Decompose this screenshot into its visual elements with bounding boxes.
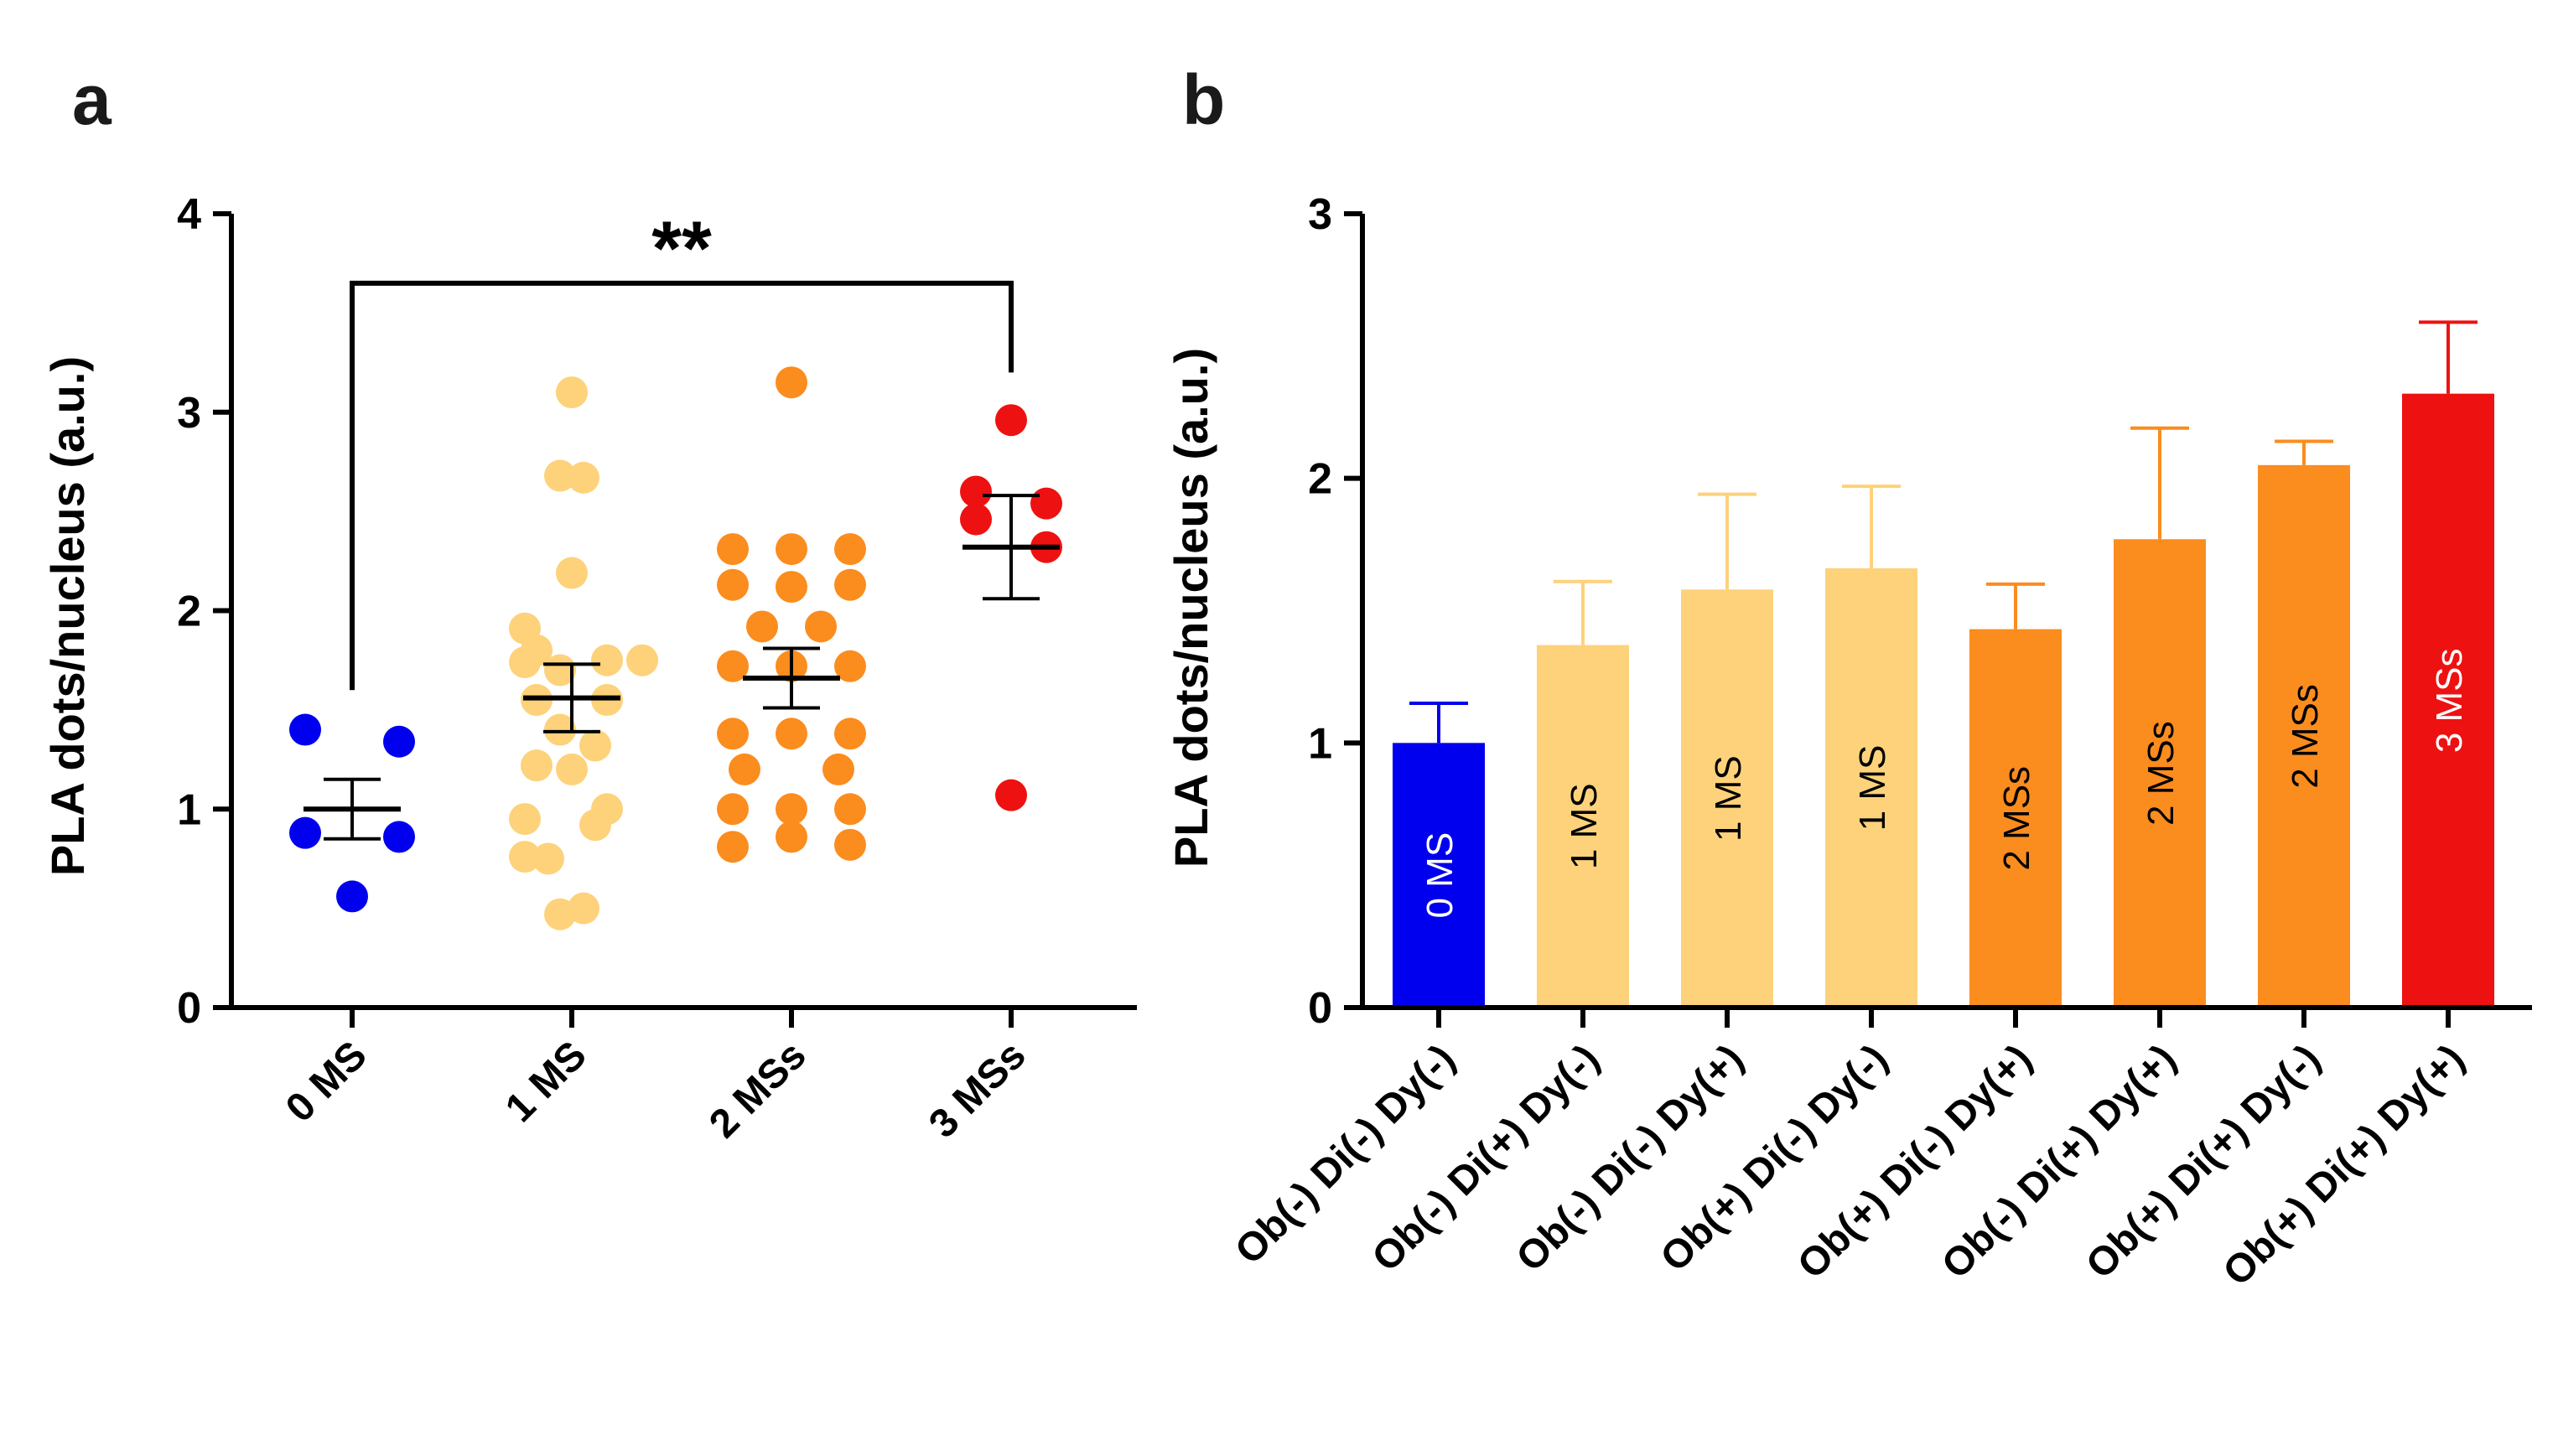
panel-b-y-axis-label: PLA dots/nucleus (a.u.) bbox=[1165, 348, 1217, 868]
panel-a-points bbox=[289, 366, 1062, 930]
y-tick-label: 1 bbox=[177, 785, 201, 834]
panel-b-bars: 0 MS 1 MS 1 MS 1 MS 2 MSs 2 MSs 2 MSs 3 MSs bbox=[1393, 320, 2494, 1008]
data-point bbox=[995, 404, 1027, 437]
data-point bbox=[995, 779, 1027, 811]
data-point bbox=[626, 644, 658, 676]
bar bbox=[1537, 645, 1629, 1008]
x-tick-label: Ob(+) Di(+) Dy(+) bbox=[2215, 1036, 2473, 1294]
data-point bbox=[834, 533, 866, 566]
data-point bbox=[776, 366, 807, 399]
panel-a-axes bbox=[229, 214, 1137, 1010]
bar-label: 2 MSs bbox=[2285, 684, 2326, 789]
data-point bbox=[544, 713, 576, 746]
x-tick-label: 1 MS bbox=[497, 1033, 595, 1131]
data-point bbox=[289, 816, 321, 849]
data-point bbox=[776, 571, 807, 604]
data-point bbox=[544, 459, 576, 492]
data-point bbox=[532, 842, 564, 875]
data-point bbox=[579, 809, 611, 842]
bar bbox=[1393, 743, 1485, 1008]
data-point bbox=[717, 650, 749, 682]
data-point bbox=[556, 557, 588, 589]
bar-label: 3 MSs bbox=[2429, 648, 2470, 753]
panel-b-letter: b bbox=[1182, 60, 1225, 139]
data-point bbox=[544, 898, 576, 930]
data-point bbox=[383, 725, 415, 758]
x-tick-label: 2 MSs bbox=[701, 1033, 815, 1147]
data-point bbox=[717, 793, 749, 826]
x-tick-label: 0 MS bbox=[278, 1033, 376, 1131]
data-point bbox=[834, 718, 866, 750]
data-point bbox=[1030, 487, 1062, 520]
data-point bbox=[544, 654, 576, 687]
data-point bbox=[960, 503, 992, 536]
data-point bbox=[556, 376, 588, 409]
y-tick-label: 0 bbox=[177, 984, 201, 1033]
bar-label: 2 MSs bbox=[1996, 766, 2037, 871]
y-tick-label: 1 bbox=[1308, 719, 1332, 768]
panel-b-x-ticks: Ob(-) Di(-) Dy(-)Ob(-) Di(+) Dy(-)Ob(-) … bbox=[1227, 1008, 2473, 1294]
panel-a-letter: a bbox=[72, 60, 112, 139]
bar-label: 0 MS bbox=[1419, 832, 1461, 919]
bar bbox=[1825, 567, 1917, 1008]
panel-a-x-ticks: 0 MS 1 MS 2 MSs 3 MSs bbox=[278, 1008, 1035, 1147]
data-point bbox=[805, 610, 837, 643]
bar-label: 1 MS bbox=[1708, 755, 1749, 842]
data-point bbox=[509, 646, 541, 679]
y-tick-label: 4 bbox=[177, 190, 201, 239]
data-point bbox=[834, 828, 866, 861]
data-point bbox=[717, 718, 749, 750]
data-point bbox=[717, 568, 749, 601]
data-point bbox=[509, 803, 541, 836]
x-tick-label: 3 MSs bbox=[921, 1033, 1035, 1147]
data-point bbox=[383, 821, 415, 853]
panel-b-axes bbox=[1360, 214, 2532, 1010]
panel-b-y-ticks: 0 1 2 3 bbox=[1308, 190, 1362, 1033]
data-point bbox=[834, 568, 866, 601]
significance-label: ** bbox=[651, 206, 712, 292]
data-point bbox=[822, 753, 854, 785]
data-point bbox=[556, 753, 588, 785]
data-point bbox=[834, 650, 866, 682]
y-tick-label: 3 bbox=[1308, 190, 1332, 239]
bar-label: 1 MS bbox=[1852, 745, 1893, 832]
bar-label: 1 MS bbox=[1564, 783, 1605, 869]
bar-label: 2 MSs bbox=[2140, 721, 2182, 826]
data-point bbox=[591, 644, 623, 676]
data-point bbox=[960, 475, 992, 508]
panel-a-scatter-chart: a PLA dots/nucleus (a.u.) 0 1 2 3 4 0 MS 1 MS… bbox=[41, 60, 1137, 1147]
y-tick-label: 2 bbox=[177, 588, 201, 636]
data-point bbox=[568, 461, 599, 494]
bar bbox=[2114, 539, 2206, 1008]
bar bbox=[1969, 629, 2062, 1008]
data-point bbox=[776, 793, 807, 826]
data-point bbox=[776, 533, 807, 566]
y-tick-label: 0 bbox=[1308, 984, 1332, 1033]
data-point bbox=[717, 831, 749, 863]
data-point bbox=[746, 610, 778, 643]
data-point bbox=[834, 793, 866, 826]
panel-a-means bbox=[304, 494, 1060, 841]
data-point bbox=[717, 533, 749, 566]
significance-bracket bbox=[350, 280, 1014, 691]
panel-a-y-axis-label: PLA dots/nucleus (a.u.) bbox=[41, 356, 94, 876]
data-point bbox=[776, 718, 807, 750]
data-point bbox=[289, 713, 321, 746]
data-point bbox=[336, 880, 368, 913]
bar bbox=[1681, 589, 1773, 1008]
bar bbox=[2258, 464, 2350, 1008]
panel-b-bar-chart: b PLA dots/nucleus (a.u.) 0 1 2 3 0 MS 1 MS 1… bbox=[1165, 60, 2532, 1294]
data-point bbox=[579, 729, 611, 762]
y-tick-label: 3 bbox=[177, 389, 201, 438]
data-point bbox=[729, 753, 760, 785]
panel-a-y-ticks: 0 1 2 3 4 bbox=[177, 190, 231, 1033]
panel-a-significance: ** bbox=[350, 206, 1014, 691]
bar bbox=[2402, 393, 2494, 1008]
data-point bbox=[521, 749, 553, 782]
data-point bbox=[509, 841, 541, 873]
y-tick-label: 2 bbox=[1308, 455, 1332, 504]
data-point bbox=[776, 821, 807, 853]
